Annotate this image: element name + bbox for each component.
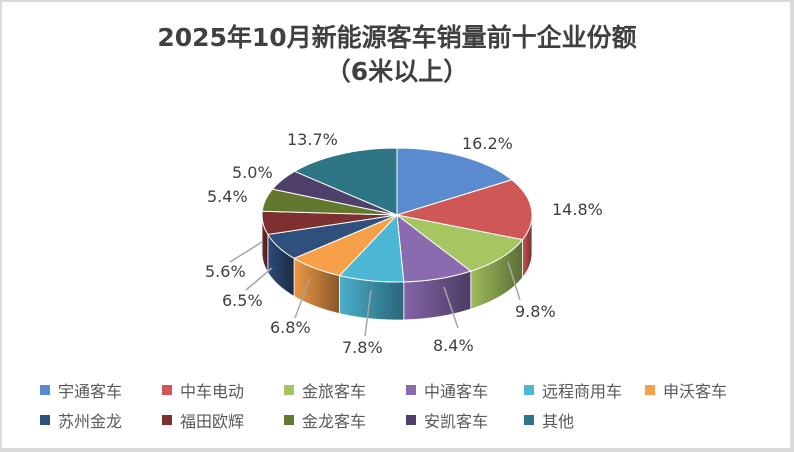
leader-line <box>245 267 273 291</box>
legend-label: 宇通客车 <box>58 382 123 401</box>
leader-line <box>507 261 521 301</box>
pie-slice-宇通客车 <box>396 147 513 216</box>
legend-label: 中车电动 <box>180 382 245 401</box>
legend-item: 宇通客车 <box>40 378 122 402</box>
data-label: 14.8% <box>552 200 603 219</box>
legend-item: 苏州金龙 <box>40 408 122 432</box>
legend-item: 金旅客车 <box>284 378 366 402</box>
legend-item: 其他 <box>524 408 574 432</box>
pie-slice-中车电动 <box>396 179 533 241</box>
chart-title: 2025年10月新能源客车销量前十企业份额 <box>157 23 637 52</box>
legend-label: 金龙客车 <box>302 412 367 431</box>
pie-slice-金旅客车 <box>396 214 524 272</box>
data-label: 5.4% <box>207 187 248 206</box>
data-label: 5.0% <box>232 163 273 182</box>
leader-line <box>294 277 311 319</box>
data-label: 6.8% <box>270 318 311 337</box>
data-label: 7.8% <box>342 338 383 357</box>
leader-line <box>364 289 372 337</box>
legend-swatch-icon <box>645 385 655 395</box>
legend-swatch-icon <box>162 385 172 395</box>
leader-line <box>443 286 459 329</box>
legend-label: 安凯客车 <box>424 412 489 431</box>
legend-item: 福田欧辉 <box>162 408 244 432</box>
legend-swatch-icon <box>524 385 534 395</box>
legend-swatch-icon <box>284 415 294 425</box>
data-label: 5.6% <box>205 262 246 281</box>
legend-swatch-icon <box>162 415 172 425</box>
legend-label: 中通客车 <box>424 382 489 401</box>
legend-label: 金旅客车 <box>302 382 367 401</box>
data-label: 16.2% <box>462 134 513 153</box>
legend-item: 中通客车 <box>406 378 488 402</box>
pie-slice-其他 <box>293 147 398 216</box>
data-label: 9.8% <box>515 302 556 321</box>
legend-label: 申沃客车 <box>663 382 728 401</box>
chart-subtitle: （6米以上） <box>325 57 469 86</box>
legend-swatch-icon <box>524 415 534 425</box>
data-label: 6.5% <box>222 291 263 310</box>
legend-label: 苏州金龙 <box>58 412 123 431</box>
legend-item: 安凯客车 <box>406 408 488 432</box>
legend-label: 其他 <box>542 412 575 431</box>
legend-item: 申沃客车 <box>645 378 727 402</box>
pie-top <box>261 147 533 283</box>
legend-label: 远程商用车 <box>542 382 623 401</box>
legend-swatch-icon <box>284 385 294 395</box>
data-label: 8.4% <box>433 336 474 355</box>
legend-swatch-icon <box>406 415 416 425</box>
data-label: 13.7% <box>287 130 338 149</box>
legend-item: 中车电动 <box>162 378 244 402</box>
legend-swatch-icon <box>406 385 416 395</box>
leader-line <box>229 241 263 263</box>
legend-label: 福田欧辉 <box>180 412 245 431</box>
legend-item: 金龙客车 <box>284 408 366 432</box>
legend-swatch-icon <box>40 415 50 425</box>
legend-swatch-icon <box>40 385 50 395</box>
legend-item: 远程商用车 <box>524 378 622 402</box>
